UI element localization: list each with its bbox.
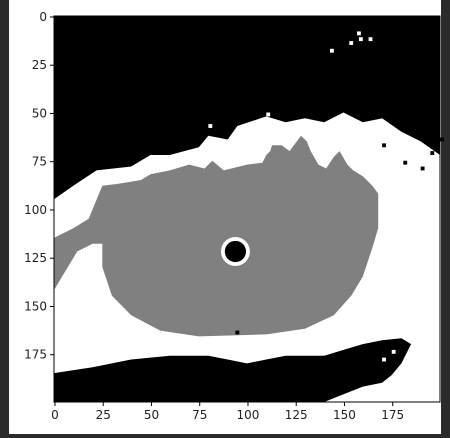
speck-0 [329, 48, 334, 53]
x-tick-label-2: 50 [144, 408, 159, 422]
region-black-bottom [54, 338, 412, 402]
pupil [224, 240, 247, 263]
y-tick-label-5: 125 [24, 251, 47, 265]
plot-area [54, 16, 444, 402]
speck-6 [154, 135, 159, 140]
x-tick-label-4: 100 [237, 408, 260, 422]
y-tick-label-1: 25 [32, 58, 47, 72]
axes-frame [53, 15, 441, 403]
speck-9 [382, 143, 386, 148]
speck-4 [368, 37, 373, 42]
x-tick-label-3: 75 [192, 408, 207, 422]
speck-8 [440, 137, 444, 142]
speck-10 [420, 166, 425, 171]
speck-7 [208, 124, 213, 128]
y-tick-label-0: 0 [39, 10, 47, 24]
y-tick-label-6: 150 [24, 299, 47, 313]
speck-13 [235, 330, 240, 335]
speck-14 [237, 336, 242, 341]
x-tick-label-7: 175 [381, 408, 404, 422]
speck-16 [391, 349, 396, 354]
speck-11 [403, 160, 408, 165]
speck-1 [349, 41, 354, 45]
speck-15 [382, 357, 386, 362]
speck-3 [357, 31, 361, 36]
axes: 0 25 50 75 100 125 150 175 0 25 50 75 100 125 150 175 [24, 10, 441, 422]
region-gray-iris [54, 135, 379, 337]
x-tick-label-6: 150 [333, 408, 356, 422]
x-tick-label-1: 25 [96, 408, 111, 422]
speck-5 [266, 112, 271, 117]
x-tick-label-5: 125 [285, 408, 308, 422]
y-tick-label-3: 75 [32, 155, 47, 169]
y-tick-label-7: 175 [24, 348, 47, 362]
x-tick-label-0: 0 [51, 408, 59, 422]
y-tick-label-2: 50 [32, 106, 47, 120]
y-tick-label-4: 100 [24, 203, 47, 217]
speck-12 [430, 151, 435, 155]
speck-2 [358, 37, 363, 42]
